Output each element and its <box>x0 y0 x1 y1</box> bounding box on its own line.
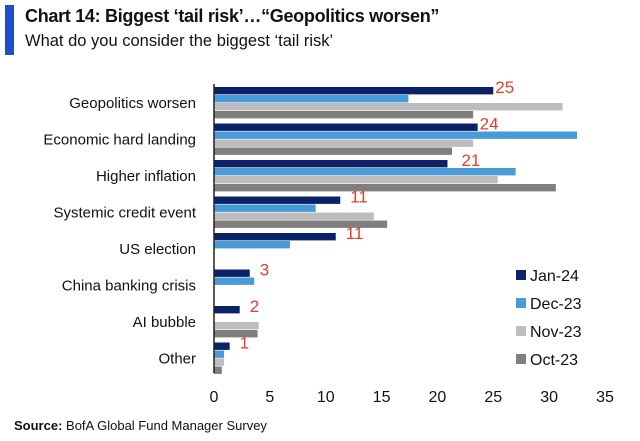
data-label: 21 <box>461 151 480 170</box>
bar-oct-23 <box>214 184 556 192</box>
x-tick-label: 5 <box>265 389 274 406</box>
source-label: Source: <box>14 418 63 433</box>
category-label: Higher inflation <box>96 168 196 185</box>
bar-nov-23 <box>214 176 498 184</box>
bar-nov-23 <box>214 103 563 111</box>
bar-nov-23 <box>214 322 259 330</box>
x-tick-label: 20 <box>429 389 447 406</box>
bar-jan-24 <box>214 160 448 168</box>
x-tick-label: 15 <box>373 389 391 406</box>
category-label: Other <box>158 351 196 368</box>
legend-swatch <box>516 298 526 308</box>
bar-jan-24 <box>214 233 336 241</box>
bar-oct-23 <box>214 111 474 119</box>
bar-dec-23 <box>214 277 255 285</box>
legend-label: Dec-23 <box>530 296 582 313</box>
data-label: 25 <box>495 78 514 97</box>
bar-dec-23 <box>214 350 225 358</box>
category-label: China banking crisis <box>62 278 196 295</box>
bar-jan-24 <box>214 306 240 314</box>
category-label: Economic hard landing <box>43 132 196 149</box>
x-tick-label: 10 <box>317 389 335 406</box>
bar-dec-23 <box>214 168 516 176</box>
bar-jan-24 <box>214 269 250 277</box>
bar-jan-24 <box>214 342 230 350</box>
category-label: Geopolitics worsen <box>69 95 196 112</box>
x-tick-label: 35 <box>596 389 614 406</box>
category-label: AI bubble <box>133 314 196 331</box>
bar-jan-24 <box>214 87 494 95</box>
bar-oct-23 <box>214 147 452 155</box>
legend-label: Nov-23 <box>530 324 582 341</box>
bar-jan-24 <box>214 196 341 204</box>
legend-swatch <box>516 270 526 280</box>
data-label: 11 <box>350 188 368 207</box>
chart-subtitle: What do you consider the biggest ‘tail r… <box>25 32 334 50</box>
data-label: 3 <box>260 261 269 280</box>
category-label: Systemic credit event <box>53 205 196 222</box>
legend-swatch <box>516 354 526 364</box>
bar-dec-23 <box>214 95 409 103</box>
x-tick-label: 25 <box>484 389 502 406</box>
data-label: 11 <box>346 224 364 243</box>
source-text: BofA Global Fund Manager Survey <box>66 418 267 433</box>
bar-oct-23 <box>214 366 222 374</box>
bar-dec-23 <box>214 204 316 212</box>
data-label: 1 <box>240 334 249 353</box>
data-label: 2 <box>250 297 259 316</box>
bar-nov-23 <box>214 139 474 147</box>
bar-nov-23 <box>214 212 374 220</box>
bar-dec-23 <box>214 241 290 249</box>
legend-swatch <box>516 326 526 336</box>
data-label: 24 <box>480 115 499 134</box>
bar-jan-24 <box>214 123 478 131</box>
bar-oct-23 <box>214 330 258 338</box>
bar-nov-23 <box>214 358 225 366</box>
bar-dec-23 <box>214 131 578 139</box>
category-label: US election <box>119 241 196 258</box>
x-tick-label: 0 <box>210 389 219 406</box>
legend-label: Jan-24 <box>530 268 579 285</box>
bar-oct-23 <box>214 220 388 228</box>
x-tick-label: 30 <box>540 389 558 406</box>
source-note: Source: BofA Global Fund Manager Survey <box>14 418 267 433</box>
legend-label: Oct-23 <box>530 352 578 369</box>
chart-title: Chart 14: Biggest ‘tail risk’…“Geopoliti… <box>25 6 440 26</box>
title-accent-bar <box>5 5 14 55</box>
